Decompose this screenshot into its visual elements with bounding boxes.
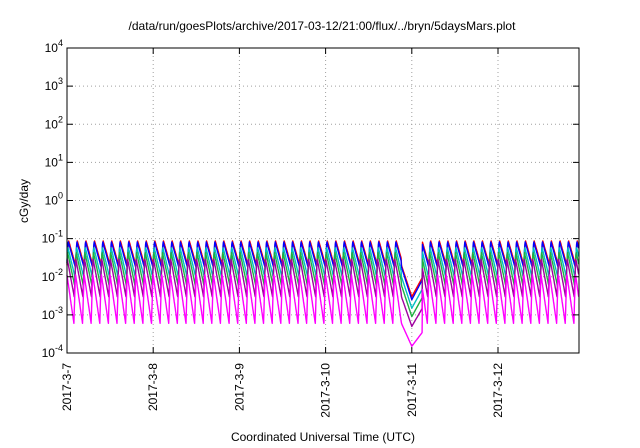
x-axis-label: Coordinated Universal Time (UTC)	[231, 430, 415, 444]
chart-title: /data/run/goesPlots/archive/2017-03-12/2…	[129, 19, 517, 33]
x-tick-label: 2017-3-11	[405, 363, 419, 417]
y-tick-exponent: -1	[55, 229, 63, 239]
y-tick-exponent: 3	[58, 76, 63, 86]
x-tick-label: 2017-3-8	[146, 363, 160, 411]
y-axis-label: cGy/day	[17, 179, 31, 223]
y-tick-label: 103	[45, 76, 63, 93]
y-tick-base: 10	[42, 308, 56, 322]
y-tick-exponent: 4	[58, 38, 63, 48]
y-tick-exponent: 1	[58, 152, 63, 162]
y-tick-exponent: -2	[55, 267, 63, 277]
y-tick-exponent: -3	[55, 305, 63, 315]
y-tick-base: 10	[42, 346, 56, 360]
y-tick-base: 10	[42, 270, 56, 284]
y-tick-base: 10	[45, 117, 59, 131]
series-layer	[66, 240, 580, 347]
y-tick-exponent: 2	[58, 114, 63, 124]
y-tick-label: 104	[45, 38, 63, 55]
y-tick-label: 102	[45, 114, 63, 131]
y-tick-exponent: 0	[58, 191, 63, 201]
series-line	[66, 274, 580, 347]
x-tick-label: 2017-3-10	[319, 363, 333, 418]
y-tick-base: 10	[45, 79, 59, 93]
x-tick-label: 2017-3-7	[60, 363, 74, 411]
y-tick-label: 100	[45, 191, 63, 208]
x-tick-label: 2017-3-9	[232, 363, 246, 411]
y-tick-base: 10	[45, 194, 59, 208]
y-tick-label: 10-3	[42, 305, 63, 322]
x-tick-label: 2017-3-12	[491, 363, 505, 418]
y-tick-label: 10-1	[42, 229, 63, 246]
y-tick-exponent: -4	[55, 343, 63, 353]
y-tick-base: 10	[45, 155, 59, 169]
y-tick-label: 10-2	[42, 267, 63, 284]
y-tick-label: 101	[45, 152, 63, 169]
y-tick-base: 10	[45, 41, 59, 55]
y-tick-label: 10-4	[42, 343, 63, 360]
y-tick-base: 10	[42, 232, 56, 246]
series-line	[66, 241, 580, 301]
